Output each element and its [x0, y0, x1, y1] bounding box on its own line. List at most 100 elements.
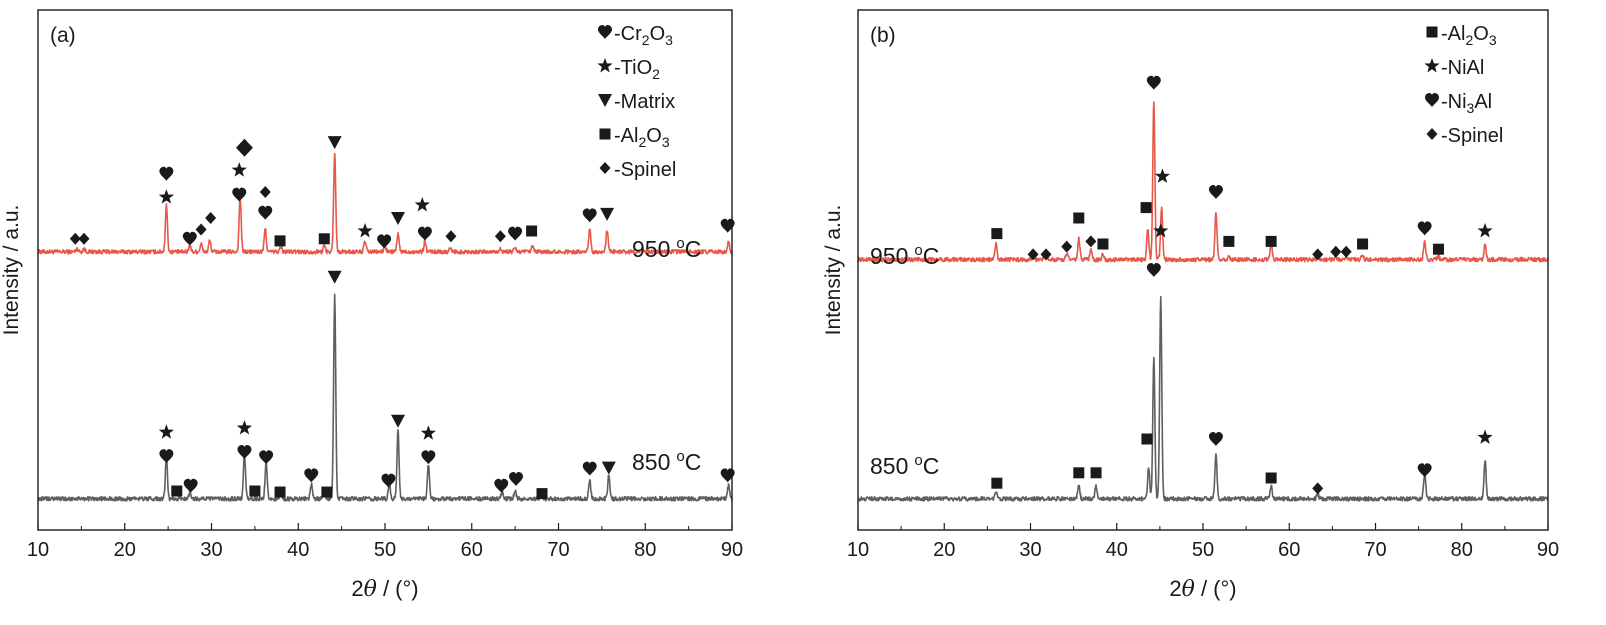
heart-marker — [1146, 75, 1161, 90]
text-part: o — [676, 448, 684, 465]
diamond-marker — [1040, 248, 1052, 261]
diamond-marker — [205, 212, 217, 224]
text-part: C — [923, 453, 940, 479]
tri-marker — [327, 136, 342, 150]
diamond-marker — [494, 230, 506, 243]
diamond-marker — [1085, 235, 1097, 248]
diamond-marker — [1312, 248, 1324, 261]
tri-marker — [391, 414, 406, 428]
square-marker — [274, 486, 286, 498]
x-tick-label: 50 — [374, 539, 396, 561]
series-label-850: 850 oC — [870, 452, 939, 479]
heart-marker — [508, 472, 523, 487]
text-part: 3 — [665, 32, 673, 48]
heart-marker — [159, 449, 174, 464]
text-part: C — [685, 449, 702, 475]
tri-marker — [327, 270, 342, 284]
star-marker — [414, 197, 430, 212]
star-marker — [1477, 223, 1493, 238]
x-tick-label: 60 — [461, 539, 483, 561]
series-label-950: 950 oC — [870, 242, 939, 269]
square-marker — [1357, 238, 1369, 250]
heart-marker — [237, 445, 252, 459]
text-part: -Matrix — [614, 91, 675, 113]
diamond-marker — [1312, 482, 1324, 495]
y-axis-label: Intensity / a.u. — [0, 205, 23, 336]
text-part: -Cr — [614, 23, 642, 45]
square-marker — [991, 477, 1003, 489]
legend-entry: -Spinel — [1441, 125, 1503, 147]
square-marker — [1140, 202, 1152, 214]
text-part: -Spinel — [1441, 125, 1503, 147]
text-part: 2 — [642, 32, 650, 48]
text-part: θ — [1182, 577, 1195, 602]
heart-marker — [1208, 432, 1223, 446]
square-marker — [318, 233, 330, 245]
heart-marker — [259, 450, 274, 465]
square-marker — [1097, 238, 1109, 250]
x-tick-label: 20 — [114, 539, 136, 561]
legend-entry: -TiO2 — [614, 57, 660, 82]
text-part: 2 — [652, 66, 660, 82]
legend-entry: -Spinel — [614, 159, 676, 181]
tri-marker — [601, 461, 616, 475]
legend-diamond-icon — [599, 162, 611, 174]
heart-marker — [232, 187, 247, 202]
legend-entry: -Ni3Al — [1441, 91, 1492, 116]
legend-entry: -Al2O3 — [614, 125, 670, 150]
x-tick-label: 70 — [547, 539, 569, 561]
legend-square-icon — [599, 128, 611, 140]
text-part: 850 — [632, 449, 670, 475]
diamond-marker — [78, 232, 90, 245]
text-part: o — [914, 242, 922, 259]
text-part: 2 — [351, 576, 363, 601]
text-part: 2 — [1465, 32, 1473, 48]
text-part: o — [914, 452, 922, 469]
text-part: -Al — [614, 125, 638, 147]
x-tick-label: 60 — [1278, 539, 1300, 561]
tri-marker — [600, 207, 615, 221]
x-tick-label: 70 — [1364, 539, 1386, 561]
series-label-950: 950 oC — [632, 235, 701, 262]
diamond-marker — [69, 232, 81, 245]
legend-diamond-icon — [1426, 128, 1438, 140]
text-part: C — [923, 243, 940, 269]
text-part: 950 — [870, 243, 908, 269]
heart-marker — [182, 231, 197, 246]
square-marker — [536, 488, 548, 500]
square-marker — [991, 228, 1003, 240]
text-part: -Ni — [1441, 91, 1467, 113]
text-part: -NiAl — [1441, 57, 1484, 79]
square-marker — [1141, 433, 1153, 445]
diamond-marker — [445, 230, 457, 243]
x-axis-label: 2θ / (°) — [1169, 576, 1236, 602]
text-part: -Spinel — [614, 159, 676, 181]
text-part: 3 — [662, 134, 670, 150]
x-tick-label: 80 — [1451, 539, 1473, 561]
series-label-850: 850 oC — [632, 448, 701, 475]
text-part: O — [646, 125, 662, 147]
panel-label: (a) — [50, 24, 76, 47]
text-part: Al — [1474, 91, 1492, 113]
star-marker — [231, 162, 247, 177]
heart-marker — [720, 468, 735, 483]
diamond-marker — [1061, 240, 1073, 253]
text-part: 850 — [870, 453, 908, 479]
square-marker — [1090, 467, 1102, 479]
x-tick-label: 80 — [634, 539, 656, 561]
heart-marker — [582, 461, 597, 476]
square-marker — [1265, 472, 1277, 484]
heart-marker — [381, 473, 396, 488]
star-marker — [420, 425, 436, 440]
heart-marker — [1146, 263, 1161, 277]
square-marker — [274, 235, 286, 247]
heart-marker — [417, 226, 432, 241]
square-marker — [171, 485, 183, 497]
x-tick-label: 90 — [721, 539, 743, 561]
plot-frame — [37, 9, 733, 531]
heart-marker — [1417, 221, 1432, 236]
heart-marker — [494, 478, 509, 493]
star-marker — [236, 420, 253, 435]
diamond-marker — [1027, 248, 1039, 261]
